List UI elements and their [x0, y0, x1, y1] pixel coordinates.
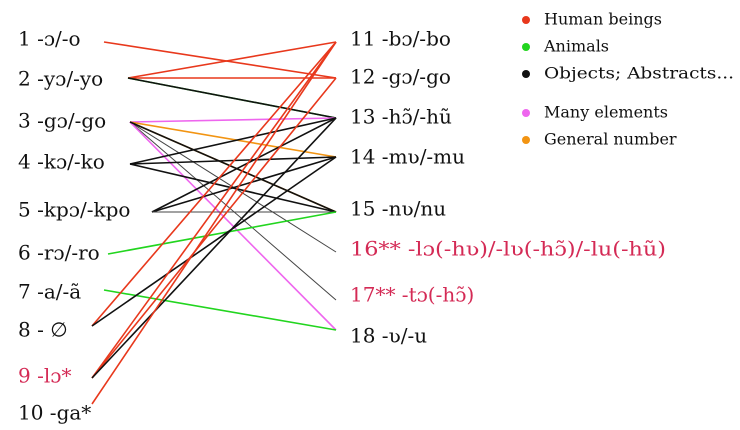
right-item-16: 16** -lɔ(-hʋ)/-lʋ(-hɔ̃)/-lu(-hũ) [350, 237, 666, 261]
link-L5-R14-object [151, 156, 337, 213]
left-item-2: 2 -yɔ/-yo [18, 67, 103, 91]
left-item-5: 5 -kpɔ/-kpo [18, 198, 130, 222]
left-suffix-column: 1 -ɔ/-o 2 -yɔ/-yo 3 -gɔ/-go 4 -kɔ/-ko 5 -kpɔ… [18, 27, 130, 425]
left-item-10: 10 -ga* [18, 401, 91, 425]
left-item-1: 1 -ɔ/-o [18, 27, 81, 51]
link-L1-R12-human [103, 41, 337, 79]
link-L2-R11-human [127, 41, 337, 79]
legend-marker-many [522, 109, 530, 117]
link-L6-R15-animal [107, 211, 337, 255]
connection-lines [91, 41, 337, 405]
link-L4-R13-object [129, 117, 337, 165]
right-item-13: 13 -hɔ̃/-hũ [350, 105, 452, 129]
right-item-15: 15 -nʋ/nu [350, 197, 446, 221]
link-L4-R14-object [129, 156, 337, 165]
left-item-4: 4 -kɔ/-ko [18, 150, 105, 174]
left-item-7: 7 -a/-ã [18, 280, 81, 304]
link-L3-R14-general [129, 121, 337, 158]
legend-marker-human [522, 16, 530, 24]
link-L9-R12-human [91, 77, 337, 379]
link-L3-R15-object [129, 121, 337, 213]
legend-marker-general [522, 136, 530, 144]
legend-label-general: General number [544, 130, 677, 149]
legend-label-object: Objects; Abstracts... [544, 64, 734, 83]
link-L3-R17-thin [129, 121, 337, 301]
link-L3-R18-many [129, 121, 337, 331]
right-item-17: 17** -tɔ(-hɔ̃) [350, 283, 474, 307]
link-L3-R13-many [129, 117, 337, 123]
link-L9-R11-human [91, 41, 337, 379]
legend-label-many: Many elements [544, 103, 668, 122]
right-suffix-column: 11 -bɔ/-bo 12 -gɔ/-go 13 -hɔ̃/-hũ 14 -mʋ/-m… [350, 27, 666, 348]
left-item-9: 9 -lɔ* [18, 364, 71, 388]
link-L8-R14-object [91, 156, 337, 327]
legend-label-human: Human beings [544, 10, 662, 29]
legend: Human beings Animals Objects; Abstracts...… [522, 10, 734, 149]
link-L9-R13-object [91, 117, 337, 379]
right-item-18: 18 -ʋ/-u [350, 324, 427, 348]
left-item-6: 6 -rɔ/-ro [18, 241, 100, 265]
left-item-8: 8 - ∅ [18, 318, 68, 342]
link-L10-R11-human [91, 41, 337, 405]
legend-marker-object [522, 70, 530, 78]
legend-label-animal: Animals [543, 37, 609, 56]
link-L7-R18-animal [103, 289, 337, 331]
left-item-3: 3 -gɔ/-go [18, 109, 106, 133]
right-item-12: 12 -gɔ/-go [350, 65, 451, 89]
right-item-14: 14 -mʋ/-mu [350, 145, 465, 169]
link-L2-R13-object [127, 77, 337, 119]
link-L5-R13-object [151, 117, 337, 213]
right-item-11: 11 -bɔ/-bo [350, 27, 451, 51]
link-L8-R11-human [91, 41, 337, 327]
legend-marker-animal [522, 43, 530, 51]
